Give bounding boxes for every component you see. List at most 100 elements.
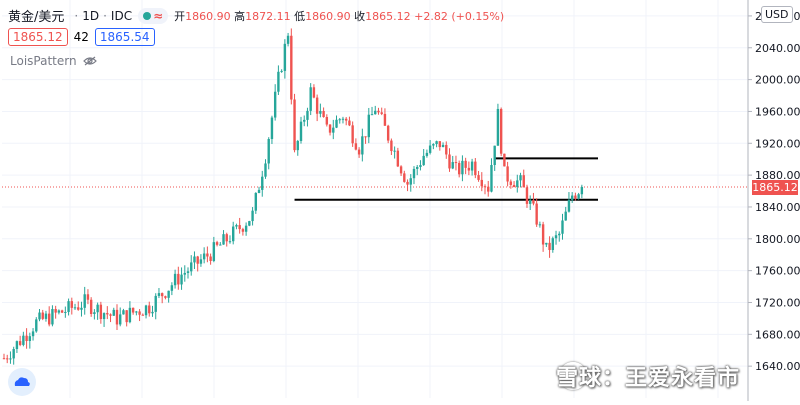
- candle-body[interactable]: [15, 341, 19, 350]
- candle-body[interactable]: [273, 91, 277, 118]
- candle-body[interactable]: [406, 181, 409, 185]
- candle-body[interactable]: [493, 145, 496, 165]
- candle-body[interactable]: [173, 273, 177, 286]
- candle-body[interactable]: [83, 294, 86, 308]
- candle-body[interactable]: [80, 307, 83, 310]
- candle-body[interactable]: [477, 175, 480, 180]
- candle-body[interactable]: [348, 120, 351, 126]
- candle-body[interactable]: [390, 140, 393, 152]
- candle-body[interactable]: [89, 299, 93, 314]
- candle-body[interactable]: [286, 35, 290, 44]
- candle-body[interactable]: [548, 242, 551, 251]
- candle-body[interactable]: [248, 221, 251, 226]
- candle-body[interactable]: [474, 161, 477, 176]
- candle-body[interactable]: [135, 311, 138, 313]
- candle-body[interactable]: [193, 256, 196, 263]
- candle-body[interactable]: [131, 307, 135, 313]
- candles[interactable]: [2, 28, 584, 365]
- candle-body[interactable]: [41, 312, 44, 319]
- candle-body[interactable]: [435, 141, 438, 145]
- candle-body[interactable]: [151, 311, 154, 314]
- candle-body[interactable]: [283, 43, 287, 71]
- candle-body[interactable]: [254, 192, 258, 211]
- sell-price-box[interactable]: 1865.12: [8, 28, 68, 46]
- y-axis[interactable]: 1640.00 1680.00 1720.00 1760.00 1800.00 1840.…: [747, 0, 800, 401]
- candle-body[interactable]: [538, 224, 542, 226]
- candle-body[interactable]: [199, 259, 203, 264]
- candle-body[interactable]: [454, 162, 458, 164]
- candle-body[interactable]: [567, 199, 571, 212]
- candle-body[interactable]: [6, 358, 9, 360]
- candle-body[interactable]: [112, 309, 115, 316]
- candle-body[interactable]: [367, 114, 370, 138]
- candle-body[interactable]: [138, 311, 141, 315]
- candle-body[interactable]: [532, 200, 535, 204]
- candle-body[interactable]: [441, 144, 445, 148]
- market-status[interactable]: ≈: [138, 7, 169, 24]
- candle-body[interactable]: [225, 234, 228, 242]
- candle-body[interactable]: [86, 294, 90, 300]
- candle-body[interactable]: [383, 113, 387, 126]
- candle-body[interactable]: [196, 256, 199, 264]
- candle-body[interactable]: [99, 304, 103, 320]
- candle-body[interactable]: [357, 149, 361, 155]
- candle-body[interactable]: [399, 166, 403, 174]
- candle-body[interactable]: [529, 200, 532, 204]
- candle-body[interactable]: [380, 112, 383, 114]
- candle-body[interactable]: [209, 256, 212, 261]
- candle-body[interactable]: [128, 307, 132, 323]
- candle-body[interactable]: [60, 310, 64, 313]
- candle-body[interactable]: [487, 186, 490, 192]
- candle-body[interactable]: [293, 99, 296, 151]
- candle-body[interactable]: [506, 166, 509, 182]
- candle-body[interactable]: [509, 181, 513, 185]
- candle-body[interactable]: [102, 313, 106, 320]
- candle-body[interactable]: [177, 273, 180, 285]
- candle-body[interactable]: [451, 162, 454, 169]
- candle-body[interactable]: [551, 238, 555, 251]
- candle-body[interactable]: [519, 175, 522, 181]
- candle-body[interactable]: [47, 313, 51, 325]
- tradingview-logo-icon[interactable]: [8, 368, 36, 396]
- candle-body[interactable]: [212, 242, 216, 261]
- candle-body[interactable]: [70, 301, 73, 308]
- candle-body[interactable]: [374, 110, 377, 115]
- candle-body[interactable]: [328, 124, 332, 133]
- candle-body[interactable]: [2, 358, 6, 360]
- candle-body[interactable]: [77, 307, 80, 310]
- candle-body[interactable]: [325, 117, 329, 125]
- candle-body[interactable]: [354, 143, 358, 150]
- candle-body[interactable]: [428, 145, 432, 153]
- candle-body[interactable]: [222, 234, 225, 245]
- interval[interactable]: 1D: [82, 8, 100, 23]
- candle-body[interactable]: [31, 331, 35, 337]
- candle-body[interactable]: [315, 97, 319, 114]
- symbol-name[interactable]: 黄金/美元: [8, 10, 65, 25]
- candle-body[interactable]: [419, 165, 422, 167]
- candle-body[interactable]: [438, 141, 442, 148]
- candle-body[interactable]: [93, 312, 96, 314]
- candle-body[interactable]: [44, 313, 48, 319]
- candle-body[interactable]: [570, 195, 574, 200]
- candle-body[interactable]: [219, 244, 222, 246]
- candle-body[interactable]: [393, 150, 396, 152]
- candle-body[interactable]: [261, 176, 264, 190]
- candle-body[interactable]: [338, 119, 341, 121]
- candle-body[interactable]: [403, 173, 406, 182]
- candle-body[interactable]: [309, 87, 312, 111]
- candle-body[interactable]: [28, 336, 32, 342]
- candle-body[interactable]: [9, 358, 12, 360]
- candle-body[interactable]: [332, 127, 335, 133]
- candle-body[interactable]: [64, 311, 67, 313]
- candle-body[interactable]: [480, 179, 483, 187]
- candle-body[interactable]: [264, 163, 267, 177]
- candle-body[interactable]: [448, 154, 451, 169]
- candle-body[interactable]: [115, 309, 119, 325]
- candle-body[interactable]: [164, 296, 167, 298]
- candle-body[interactable]: [96, 304, 99, 313]
- candle-body[interactable]: [461, 160, 464, 175]
- candle-body[interactable]: [561, 220, 564, 234]
- candle-body[interactable]: [425, 152, 429, 156]
